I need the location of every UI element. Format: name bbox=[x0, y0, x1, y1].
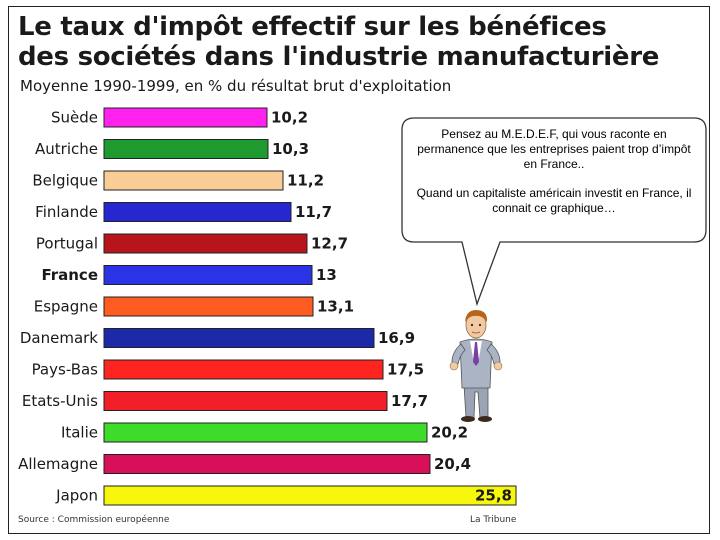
category-label: Italie bbox=[61, 424, 98, 442]
bar bbox=[103, 170, 284, 191]
bubble-paragraph-2: Quand un capitaliste américain investit … bbox=[416, 186, 692, 215]
right-shoe bbox=[478, 416, 492, 422]
category-label: Suède bbox=[51, 109, 98, 127]
value-label: 11,2 bbox=[287, 172, 324, 190]
left-eye bbox=[470, 323, 474, 327]
category-label: Japon bbox=[55, 487, 98, 505]
bar bbox=[103, 391, 388, 411]
category-label: Danemark bbox=[20, 329, 98, 347]
value-label: 20,4 bbox=[434, 455, 471, 473]
speech-bubble-shape bbox=[401, 117, 707, 307]
value-label: 10,2 bbox=[271, 109, 308, 127]
source-note: Source : Commission européenne bbox=[18, 515, 170, 525]
category-label: Allemagne bbox=[18, 455, 98, 473]
title-line-2: des sociétés dans l'industrie manufactur… bbox=[18, 42, 660, 72]
left-hand bbox=[449, 361, 459, 371]
bar bbox=[103, 454, 431, 474]
value-label: 17,7 bbox=[391, 392, 428, 410]
category-label: France bbox=[41, 266, 98, 284]
right-hand bbox=[493, 361, 503, 371]
speech-bubble-text: Pensez au M.E.D.E.F, qui vous raconte en… bbox=[410, 127, 698, 230]
chart-subtitle: Moyenne 1990-1999, en % du résultat brut… bbox=[20, 77, 452, 95]
category-label: Finlande bbox=[35, 203, 98, 221]
bar bbox=[103, 265, 313, 285]
tie bbox=[473, 342, 479, 366]
category-label: Belgique bbox=[32, 172, 98, 190]
category-label: Autriche bbox=[35, 140, 98, 158]
bar bbox=[103, 202, 292, 222]
right-eye bbox=[478, 323, 482, 327]
bar bbox=[103, 139, 269, 159]
bar bbox=[103, 485, 517, 506]
chart-title: Le taux d'impôt effectif sur les bénéfic… bbox=[18, 12, 659, 72]
mouth bbox=[471, 331, 481, 334]
value-label: 25,8 bbox=[475, 487, 512, 505]
bubble-paragraph-1: Pensez au M.E.D.E.F, qui vous raconte en… bbox=[417, 127, 691, 171]
category-label: Portugal bbox=[36, 235, 98, 253]
right-arm bbox=[486, 343, 501, 365]
value-label: 13 bbox=[316, 266, 337, 284]
legs bbox=[463, 384, 489, 419]
bar bbox=[103, 359, 384, 380]
left-arm bbox=[451, 343, 466, 365]
publisher-credit: La Tribune bbox=[470, 515, 517, 525]
value-label: 20,2 bbox=[431, 424, 468, 442]
category-label: Pays-Bas bbox=[32, 361, 99, 379]
value-label: 12,7 bbox=[311, 235, 348, 253]
businessman-figure bbox=[449, 310, 503, 422]
value-label: 16,9 bbox=[378, 329, 415, 347]
value-label: 17,5 bbox=[387, 361, 424, 379]
bar bbox=[103, 107, 268, 128]
bar bbox=[103, 422, 428, 443]
hair bbox=[465, 310, 488, 322]
value-label: 11,7 bbox=[295, 203, 332, 221]
title-line-1: Le taux d'impôt effectif sur les bénéfic… bbox=[18, 12, 607, 42]
bar bbox=[103, 296, 314, 317]
bar bbox=[103, 233, 308, 254]
value-label: 10,3 bbox=[272, 140, 309, 158]
value-label: 13,1 bbox=[317, 298, 354, 316]
left-shoe bbox=[461, 416, 475, 422]
category-label: Espagne bbox=[34, 298, 98, 316]
bar bbox=[103, 328, 375, 348]
category-label: Etats-Unis bbox=[22, 392, 98, 410]
